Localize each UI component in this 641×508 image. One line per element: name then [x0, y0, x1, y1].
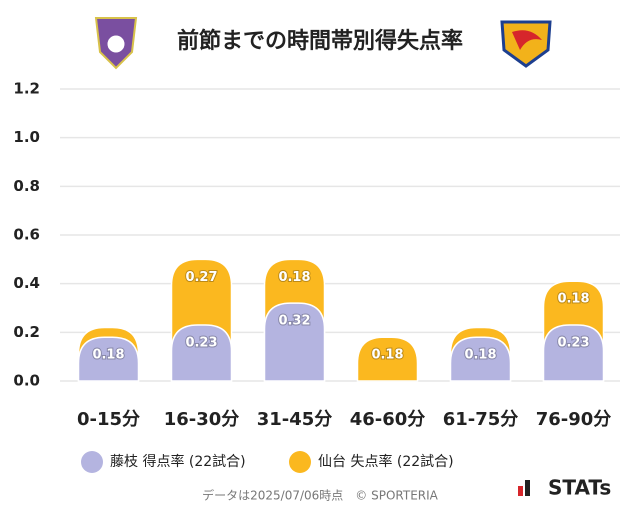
y-tick-label: 1.0	[13, 128, 40, 146]
x-tick-label: 0-15分	[77, 409, 140, 430]
home-logo	[94, 17, 138, 70]
legend-label: 仙台 失点率 (22試合)	[318, 453, 454, 470]
x-tick-label: 16-30分	[164, 409, 240, 430]
legend-swatch	[81, 451, 103, 473]
bar-segment	[170, 324, 233, 382]
y-tick-label: 0.6	[13, 226, 40, 244]
footnote: データは2025/07/06時点 © SPORTERIA	[202, 488, 439, 503]
data-label: 0.32	[278, 314, 310, 329]
x-tick-label: 46-60分	[350, 409, 426, 430]
data-label: 0.18	[278, 270, 310, 285]
bar-segment	[77, 336, 140, 382]
data-label: 0.18	[464, 348, 496, 363]
brand-logo: STATs	[518, 476, 611, 500]
data-label: 0.18	[557, 292, 589, 307]
y-tick-label: 0.2	[13, 323, 40, 341]
legend-swatch	[289, 451, 311, 473]
bar-segment	[263, 302, 326, 382]
bar-segment	[356, 336, 419, 382]
y-tick-label: 0.4	[13, 274, 40, 292]
x-tick-label: 31-45分	[257, 409, 333, 430]
data-label: 0.18	[371, 348, 403, 363]
y-tick-label: 0.8	[13, 177, 40, 195]
legend: 藤枝 得点率 (22試合) 仙台 失点率 (22試合)	[81, 451, 454, 473]
chart-title: 前節までの時間帯別得失点率	[177, 28, 463, 54]
legend-label: 藤枝 得点率 (22試合)	[110, 453, 246, 470]
data-label: 0.27	[185, 270, 217, 285]
x-tick-label: 61-75分	[443, 409, 519, 430]
bar-segment	[542, 324, 605, 382]
brand: STATs	[548, 476, 611, 500]
bar-segment	[449, 336, 512, 382]
data-label: 0.23	[557, 336, 589, 351]
data-label: 0.18	[92, 348, 124, 363]
y-tick-label: 1.2	[13, 80, 40, 98]
away-logo	[500, 20, 552, 68]
y-tick-label: 0.0	[13, 372, 40, 390]
x-tick-label: 76-90分	[536, 409, 612, 430]
data-label: 0.23	[185, 336, 217, 351]
